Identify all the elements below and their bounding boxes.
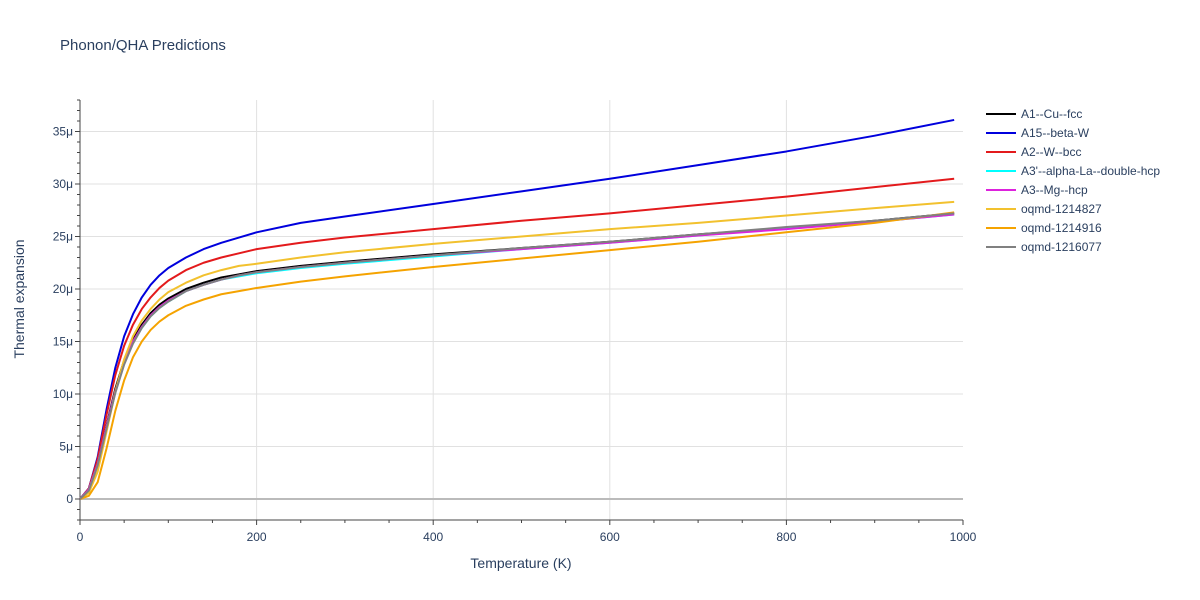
legend-label: oqmd-1216077 xyxy=(1021,240,1102,254)
series-line-A15--beta-W xyxy=(79,118,955,500)
legend-label: oqmd-1214827 xyxy=(1021,202,1102,216)
x-tick-label: 600 xyxy=(600,530,620,544)
y-tick-label: 25μ xyxy=(53,230,73,244)
legend[interactable]: A1--Cu--fcc A15--beta-W A2--W--bcc A3'--alp… xyxy=(986,107,1160,254)
y-tick-label: 35μ xyxy=(53,125,73,139)
x-tick-label: 1000 xyxy=(950,530,977,544)
legend-label: A3--Mg--hcp xyxy=(1021,183,1088,197)
legend-label: A2--W--bcc xyxy=(1021,145,1081,159)
legend-label: A3'--alpha-La--double-hcp xyxy=(1021,164,1160,178)
x-tick-label: 800 xyxy=(776,530,796,544)
y-tick-label: 0 xyxy=(66,492,73,506)
legend-item[interactable]: A2--W--bcc xyxy=(986,145,1081,159)
y-tick-label: 5μ xyxy=(59,440,73,454)
legend-label: A1--Cu--fcc xyxy=(1021,107,1082,121)
legend-item[interactable]: oqmd-1214916 xyxy=(986,221,1102,235)
y-tick-label: 30μ xyxy=(53,177,73,191)
y-axis-title: Thermal expansion xyxy=(11,239,27,358)
legend-item[interactable]: A3'--alpha-La--double-hcp xyxy=(986,164,1160,178)
x-tick-label: 200 xyxy=(247,530,267,544)
y-tick-label: 15μ xyxy=(53,335,73,349)
legend-item[interactable]: oqmd-1214827 xyxy=(986,202,1102,216)
series-line-A2--W--bcc xyxy=(79,177,955,500)
series-lines xyxy=(79,118,955,500)
y-tick-label: 20μ xyxy=(53,282,73,296)
series-line-oqmd-1216077 xyxy=(79,212,955,500)
y-tick-label: 10μ xyxy=(53,387,73,401)
x-axis-title: Temperature (K) xyxy=(470,555,571,571)
legend-label: A15--beta-W xyxy=(1021,126,1090,140)
legend-item[interactable]: A1--Cu--fcc xyxy=(986,107,1082,121)
grid-lines xyxy=(80,100,963,520)
legend-item[interactable]: A3--Mg--hcp xyxy=(986,183,1088,197)
chart-title: Phonon/QHA Predictions xyxy=(60,37,226,54)
legend-label: oqmd-1214916 xyxy=(1021,221,1102,235)
x-tick-label: 0 xyxy=(77,530,84,544)
legend-item[interactable]: A15--beta-W xyxy=(986,126,1090,140)
legend-item[interactable]: oqmd-1216077 xyxy=(986,240,1102,254)
x-tick-label: 400 xyxy=(423,530,443,544)
series-line-oqmd-1214916 xyxy=(79,211,955,500)
axes: 0 200 400 600 800 1000 0 5μ 10μ 15μ 20μ 25μ 30μ 35μ xyxy=(53,99,977,544)
